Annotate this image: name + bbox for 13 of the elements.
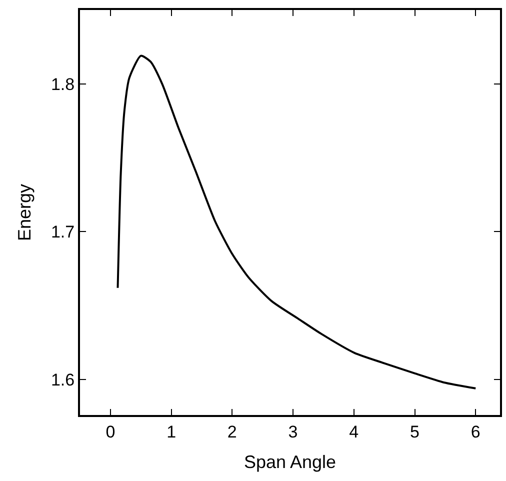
x-tick-label: 0 (106, 422, 116, 442)
x-tick-label: 3 (288, 422, 298, 442)
x-axis-title: Span Angle (244, 452, 336, 472)
line-series (116, 54, 477, 390)
x-tick-label: 1 (166, 422, 176, 442)
x-tick-label: 6 (470, 422, 480, 442)
y-tick-label: 1.7 (50, 222, 75, 242)
y-axis-title: Energy (14, 184, 35, 242)
x-tick-label: 4 (349, 422, 359, 442)
y-tick-label: 1.6 (50, 370, 75, 390)
x-tick-label: 5 (410, 422, 420, 442)
x-tick-label: 2 (227, 422, 237, 442)
y-tick-label: 1.8 (50, 74, 75, 94)
